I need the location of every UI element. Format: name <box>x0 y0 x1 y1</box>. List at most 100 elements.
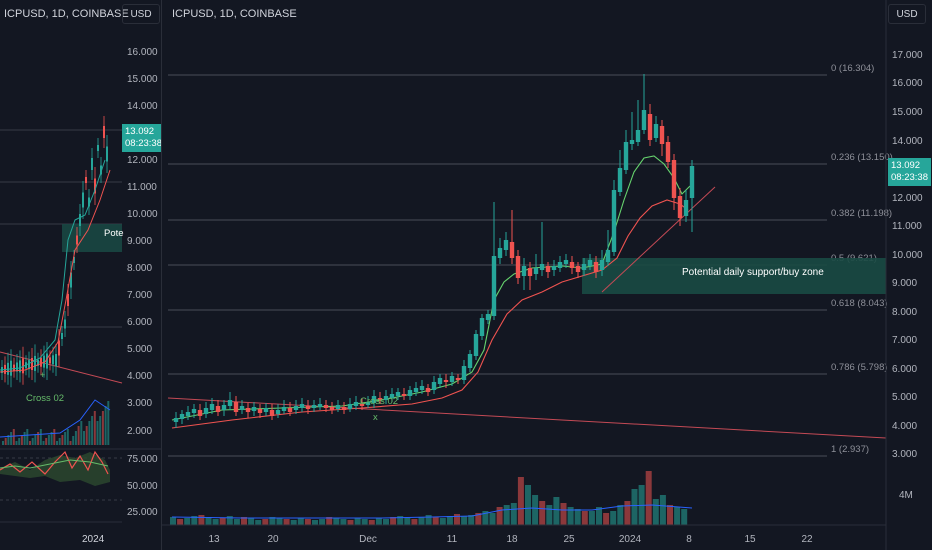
left-volume-bar <box>58 438 61 445</box>
volume-bar <box>446 516 453 525</box>
left-volume-bar <box>39 429 42 445</box>
countdown: 08:23:38 <box>891 172 928 183</box>
candle-body <box>311 405 317 408</box>
time-tick: 2024 <box>619 534 642 545</box>
ascending-trendline[interactable] <box>601 186 716 293</box>
left-candle-body <box>76 235 78 245</box>
left-volume-bar <box>37 432 40 445</box>
candle-body <box>641 110 647 130</box>
left-volume-bar <box>53 429 56 445</box>
volume-bar <box>418 517 425 525</box>
left-volume-bar <box>4 438 7 445</box>
candle-body <box>485 314 491 320</box>
candle-body <box>209 404 215 410</box>
volume-bar <box>184 518 191 525</box>
candle-body <box>251 407 257 411</box>
candle-body <box>371 396 377 403</box>
main-price-axis[interactable]: 17.00016.00015.00014.00013.00012.00011.0… <box>892 50 923 460</box>
left-ma-slow <box>0 169 111 373</box>
left-candles <box>1 116 108 388</box>
volume-bar <box>432 517 439 525</box>
candle-body <box>221 405 227 410</box>
time-axis[interactable]: 13 20 Dec 11 18 25 2024 8 15 22 <box>208 534 813 545</box>
candle-body <box>455 378 461 380</box>
left-volume-bar <box>66 429 69 445</box>
left-candle-body <box>37 359 39 366</box>
price-tick: 5.000 <box>892 392 917 403</box>
left-candle-body <box>46 353 48 369</box>
candle-body <box>185 412 191 416</box>
left-price-tick: 9.000 <box>127 236 152 247</box>
left-rsi-axis[interactable]: 75.000 50.000 25.000 <box>127 454 158 518</box>
volume-bar <box>553 497 560 525</box>
volume-bar <box>340 519 347 525</box>
time-tick: 15 <box>744 534 756 545</box>
candle-body <box>395 392 401 396</box>
left-price-tick: 4.000 <box>127 371 152 382</box>
left-volume-bar <box>15 441 18 445</box>
candle-body <box>515 256 521 278</box>
candle-body <box>527 268 533 276</box>
left-volume-bar <box>29 441 31 445</box>
left-volume-bar <box>50 432 53 445</box>
left-candle-body <box>64 319 66 329</box>
volume-bar <box>610 511 617 525</box>
candle-body <box>635 130 641 142</box>
left-chart-title: ICPUSD, 1D, COINBASE <box>4 8 129 20</box>
left-volume-bar <box>91 416 94 445</box>
main-currency-button[interactable]: USD <box>888 4 926 24</box>
volume-bar <box>503 505 510 525</box>
volume-bar <box>631 489 638 525</box>
left-price-tick: 14.000 <box>127 101 158 112</box>
left-candle-body <box>13 364 15 371</box>
candle-body <box>509 242 515 258</box>
candle-body <box>659 126 665 144</box>
candle-body <box>299 404 305 408</box>
left-volume-bar <box>2 441 4 445</box>
volume-bar <box>368 520 375 525</box>
candle-body <box>653 124 659 138</box>
left-volume-bar <box>107 401 110 445</box>
left-candle-body <box>10 360 12 376</box>
candle-body <box>575 266 581 272</box>
left-volume-bar <box>34 435 37 445</box>
volume-bar <box>652 499 659 525</box>
left-chart-panel[interactable]: ICPUSD, 1D, COINBASE USD 16.000 15.000 14.… <box>0 0 165 550</box>
main-chart-panel[interactable]: ICPUSD, 1D, COINBASE USD 0 (16.304) 0.236… <box>161 0 932 550</box>
left-price-axis[interactable]: 16.000 15.000 14.000 12.000 11.000 10.000 9.00… <box>127 47 158 437</box>
left-chart-canvas[interactable]: 16.000 15.000 14.000 12.000 11.000 10.000 9.00… <box>0 0 161 550</box>
candle-body <box>581 264 587 270</box>
left-candle-body <box>100 165 102 175</box>
last-price-tag: 13.092 08:23:38 <box>888 158 931 186</box>
left-candle-body <box>52 355 54 365</box>
candle-body <box>413 388 419 392</box>
volume-bar <box>674 507 681 525</box>
candle-body <box>239 406 245 410</box>
volume-bar <box>667 505 673 525</box>
candle-body <box>467 354 473 368</box>
volume-bar <box>525 485 531 525</box>
left-price-tick: 2.000 <box>127 426 152 437</box>
left-volume <box>2 401 110 445</box>
candle-body <box>437 378 443 384</box>
fibonacci-retracement[interactable]: 0 (16.304) 0.236 (13.150) 0.382 (11.198) 0.… <box>168 63 893 457</box>
left-volume-bar <box>99 416 102 445</box>
volume-bar <box>496 507 503 525</box>
fib-label: 0.786 (5.798) <box>831 362 888 373</box>
main-chart-canvas[interactable]: 0 (16.304) 0.236 (13.150) 0.382 (11.198) 0.… <box>162 0 932 550</box>
left-trendline <box>0 351 123 384</box>
left-volume-bar <box>88 421 91 445</box>
descending-trendline[interactable] <box>167 397 887 439</box>
candle-body <box>605 250 611 262</box>
candle-body <box>227 400 233 406</box>
left-cross-marker: + <box>40 370 45 380</box>
left-currency-button[interactable]: USD <box>122 4 160 24</box>
left-volume-bar <box>69 441 72 445</box>
left-candle-body <box>61 333 63 339</box>
volume-bar <box>546 505 553 525</box>
left-time-label: 2024 <box>82 534 105 545</box>
left-ma-fast <box>0 159 106 371</box>
left-volume-bar <box>93 411 96 445</box>
candle-body <box>569 262 575 268</box>
price-tick: 12.000 <box>892 193 923 204</box>
